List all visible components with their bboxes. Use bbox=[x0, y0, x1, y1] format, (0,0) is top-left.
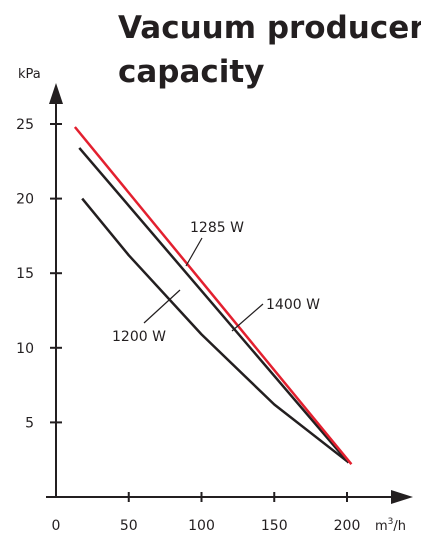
x-tick-label-50: 50 bbox=[120, 518, 138, 534]
chart-title-line-2: capacity bbox=[118, 54, 264, 90]
series-label-1400-w: 1400 W bbox=[266, 297, 320, 313]
series-label-1200-w: 1200 W bbox=[112, 329, 166, 345]
chart-title-line-1: Vacuum producer bbox=[118, 10, 421, 46]
y-tick-label-5: 5 bbox=[25, 415, 34, 431]
series-leader-1200-w bbox=[143, 289, 181, 324]
series-leader-1285-w bbox=[185, 237, 203, 267]
x-axis-unit: m3/h bbox=[375, 517, 406, 534]
y-tick-label-25: 25 bbox=[16, 117, 34, 133]
series-lines bbox=[73, 126, 353, 465]
x-tick-label-0: 0 bbox=[52, 518, 61, 534]
series-line-1400-w bbox=[78, 147, 350, 464]
x-axis-unit-superscript: 3 bbox=[388, 517, 394, 527]
x-tick-label-150: 150 bbox=[261, 518, 288, 534]
series-labels: 1285 W 1400 W 1200 W bbox=[112, 220, 320, 345]
y-axis-unit: kPa bbox=[18, 67, 41, 82]
x-tick-label-100: 100 bbox=[188, 518, 215, 534]
y-tick-label-10: 10 bbox=[16, 341, 34, 357]
series-label-1285-w: 1285 W bbox=[190, 220, 244, 236]
series-line-1200-w bbox=[81, 197, 348, 463]
x-axis-unit-per: /h bbox=[393, 519, 406, 534]
x-axis-unit-base: m bbox=[375, 519, 388, 534]
series-leader-1400-w bbox=[231, 303, 264, 332]
y-tick-label-15: 15 bbox=[16, 266, 34, 282]
series-line-1285-w bbox=[73, 126, 353, 465]
x-axis-arrow bbox=[391, 490, 413, 504]
x-tick-label-200: 200 bbox=[334, 518, 361, 534]
y-axis-arrow bbox=[49, 83, 63, 104]
axis-ticks: 0 50 100 150 200 5 10 15 20 25 bbox=[16, 117, 360, 534]
y-tick-label-20: 20 bbox=[16, 192, 34, 208]
